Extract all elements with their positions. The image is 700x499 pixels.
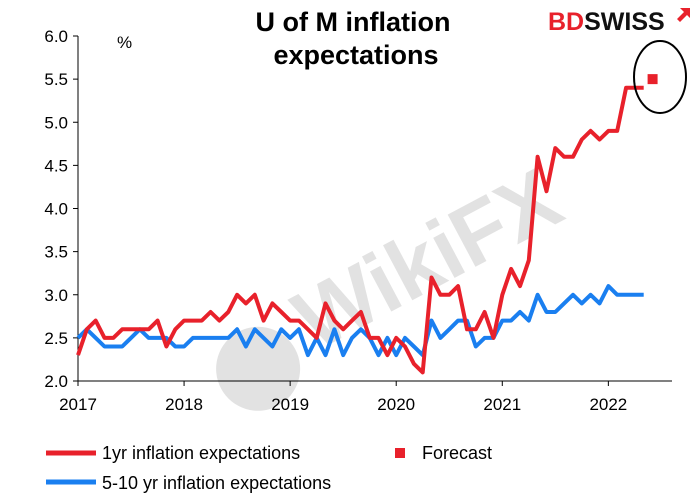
- y-tick-label: 5.5: [44, 70, 68, 89]
- x-tick-label: 2017: [59, 395, 97, 414]
- series-line-5-10yr: [76, 284, 644, 358]
- x-tick-label: 2019: [271, 395, 309, 414]
- x-tick-label: 2018: [165, 395, 203, 414]
- x-tick-label: 2020: [377, 395, 415, 414]
- y-axis-label: %: [117, 33, 132, 52]
- forecast-point: [647, 74, 658, 85]
- y-tick-label: 2.0: [44, 372, 68, 391]
- brand-part1: BD: [548, 8, 584, 36]
- x-ticks: 2017 2018 2019 2020 2021 2022: [59, 381, 627, 414]
- legend-item-5-10yr: 5-10 yr inflation expectations: [46, 473, 331, 493]
- forecast-highlight-circle: [633, 40, 687, 114]
- chart-title-line2: expectations: [273, 40, 438, 70]
- y-tick-label: 5.0: [44, 113, 68, 132]
- legend-label-5-10yr: 5-10 yr inflation expectations: [102, 473, 331, 493]
- y-tick-label: 3.5: [44, 243, 68, 262]
- watermark: WikiFX: [216, 150, 576, 411]
- legend-swatch-forecast: [395, 448, 405, 458]
- legend: 1yr inflation expectations Forecast 5-10…: [46, 443, 492, 493]
- y-ticks: 2.0 2.5 3.0 3.5 4.0 4.5 5.0 5.5 6.0: [44, 27, 78, 391]
- y-tick-label: 4.5: [44, 156, 68, 175]
- y-tick-label: 2.5: [44, 329, 68, 348]
- brand-logo: BDSWISS: [548, 8, 690, 36]
- brand-part2: SWISS: [584, 8, 665, 36]
- series-line-1yr: [76, 85, 644, 375]
- x-tick-label: 2021: [483, 395, 521, 414]
- legend-label-1yr: 1yr inflation expectations: [102, 443, 300, 463]
- watermark-logo-icon: [216, 326, 301, 411]
- y-tick-label: 6.0: [44, 27, 68, 46]
- legend-item-forecast: Forecast: [395, 443, 492, 463]
- series-layer: [76, 74, 658, 375]
- legend-item-1yr: 1yr inflation expectations: [46, 443, 300, 463]
- brand-logo-text: BDSWISS: [548, 8, 665, 36]
- x-tick-label: 2022: [589, 395, 627, 414]
- brand-arrow-icon: [677, 8, 690, 22]
- y-tick-label: 3.0: [44, 286, 68, 305]
- y-tick-label: 4.0: [44, 200, 68, 219]
- chart-title-line1: U of M inflation: [256, 7, 451, 37]
- legend-label-forecast: Forecast: [422, 443, 492, 463]
